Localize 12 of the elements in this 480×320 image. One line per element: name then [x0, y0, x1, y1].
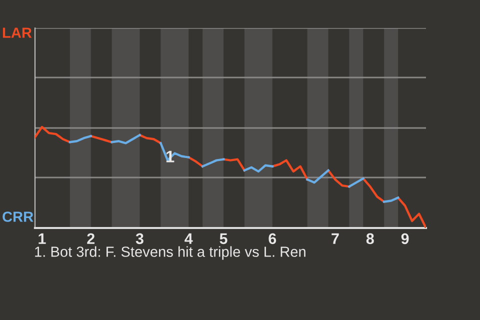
x-tick-label: 1 — [38, 233, 46, 244]
x-tick-label: 3 — [136, 233, 144, 244]
x-tick-label: 4 — [184, 233, 193, 244]
text: CRR — [2, 212, 34, 222]
text: 1. Bot 3rd: F. Stevens hit a triple vs L. Ren — [35, 246, 306, 260]
x-tick-label: 6 — [268, 233, 276, 244]
x-tick-label: 8 — [366, 233, 374, 244]
x-tick-label: 7 — [332, 233, 339, 244]
x-tick-label: 2 — [87, 233, 94, 244]
text: LAR — [2, 28, 32, 38]
x-tick-label: 5 — [220, 233, 228, 244]
x-tick-label: 9 — [401, 233, 409, 244]
